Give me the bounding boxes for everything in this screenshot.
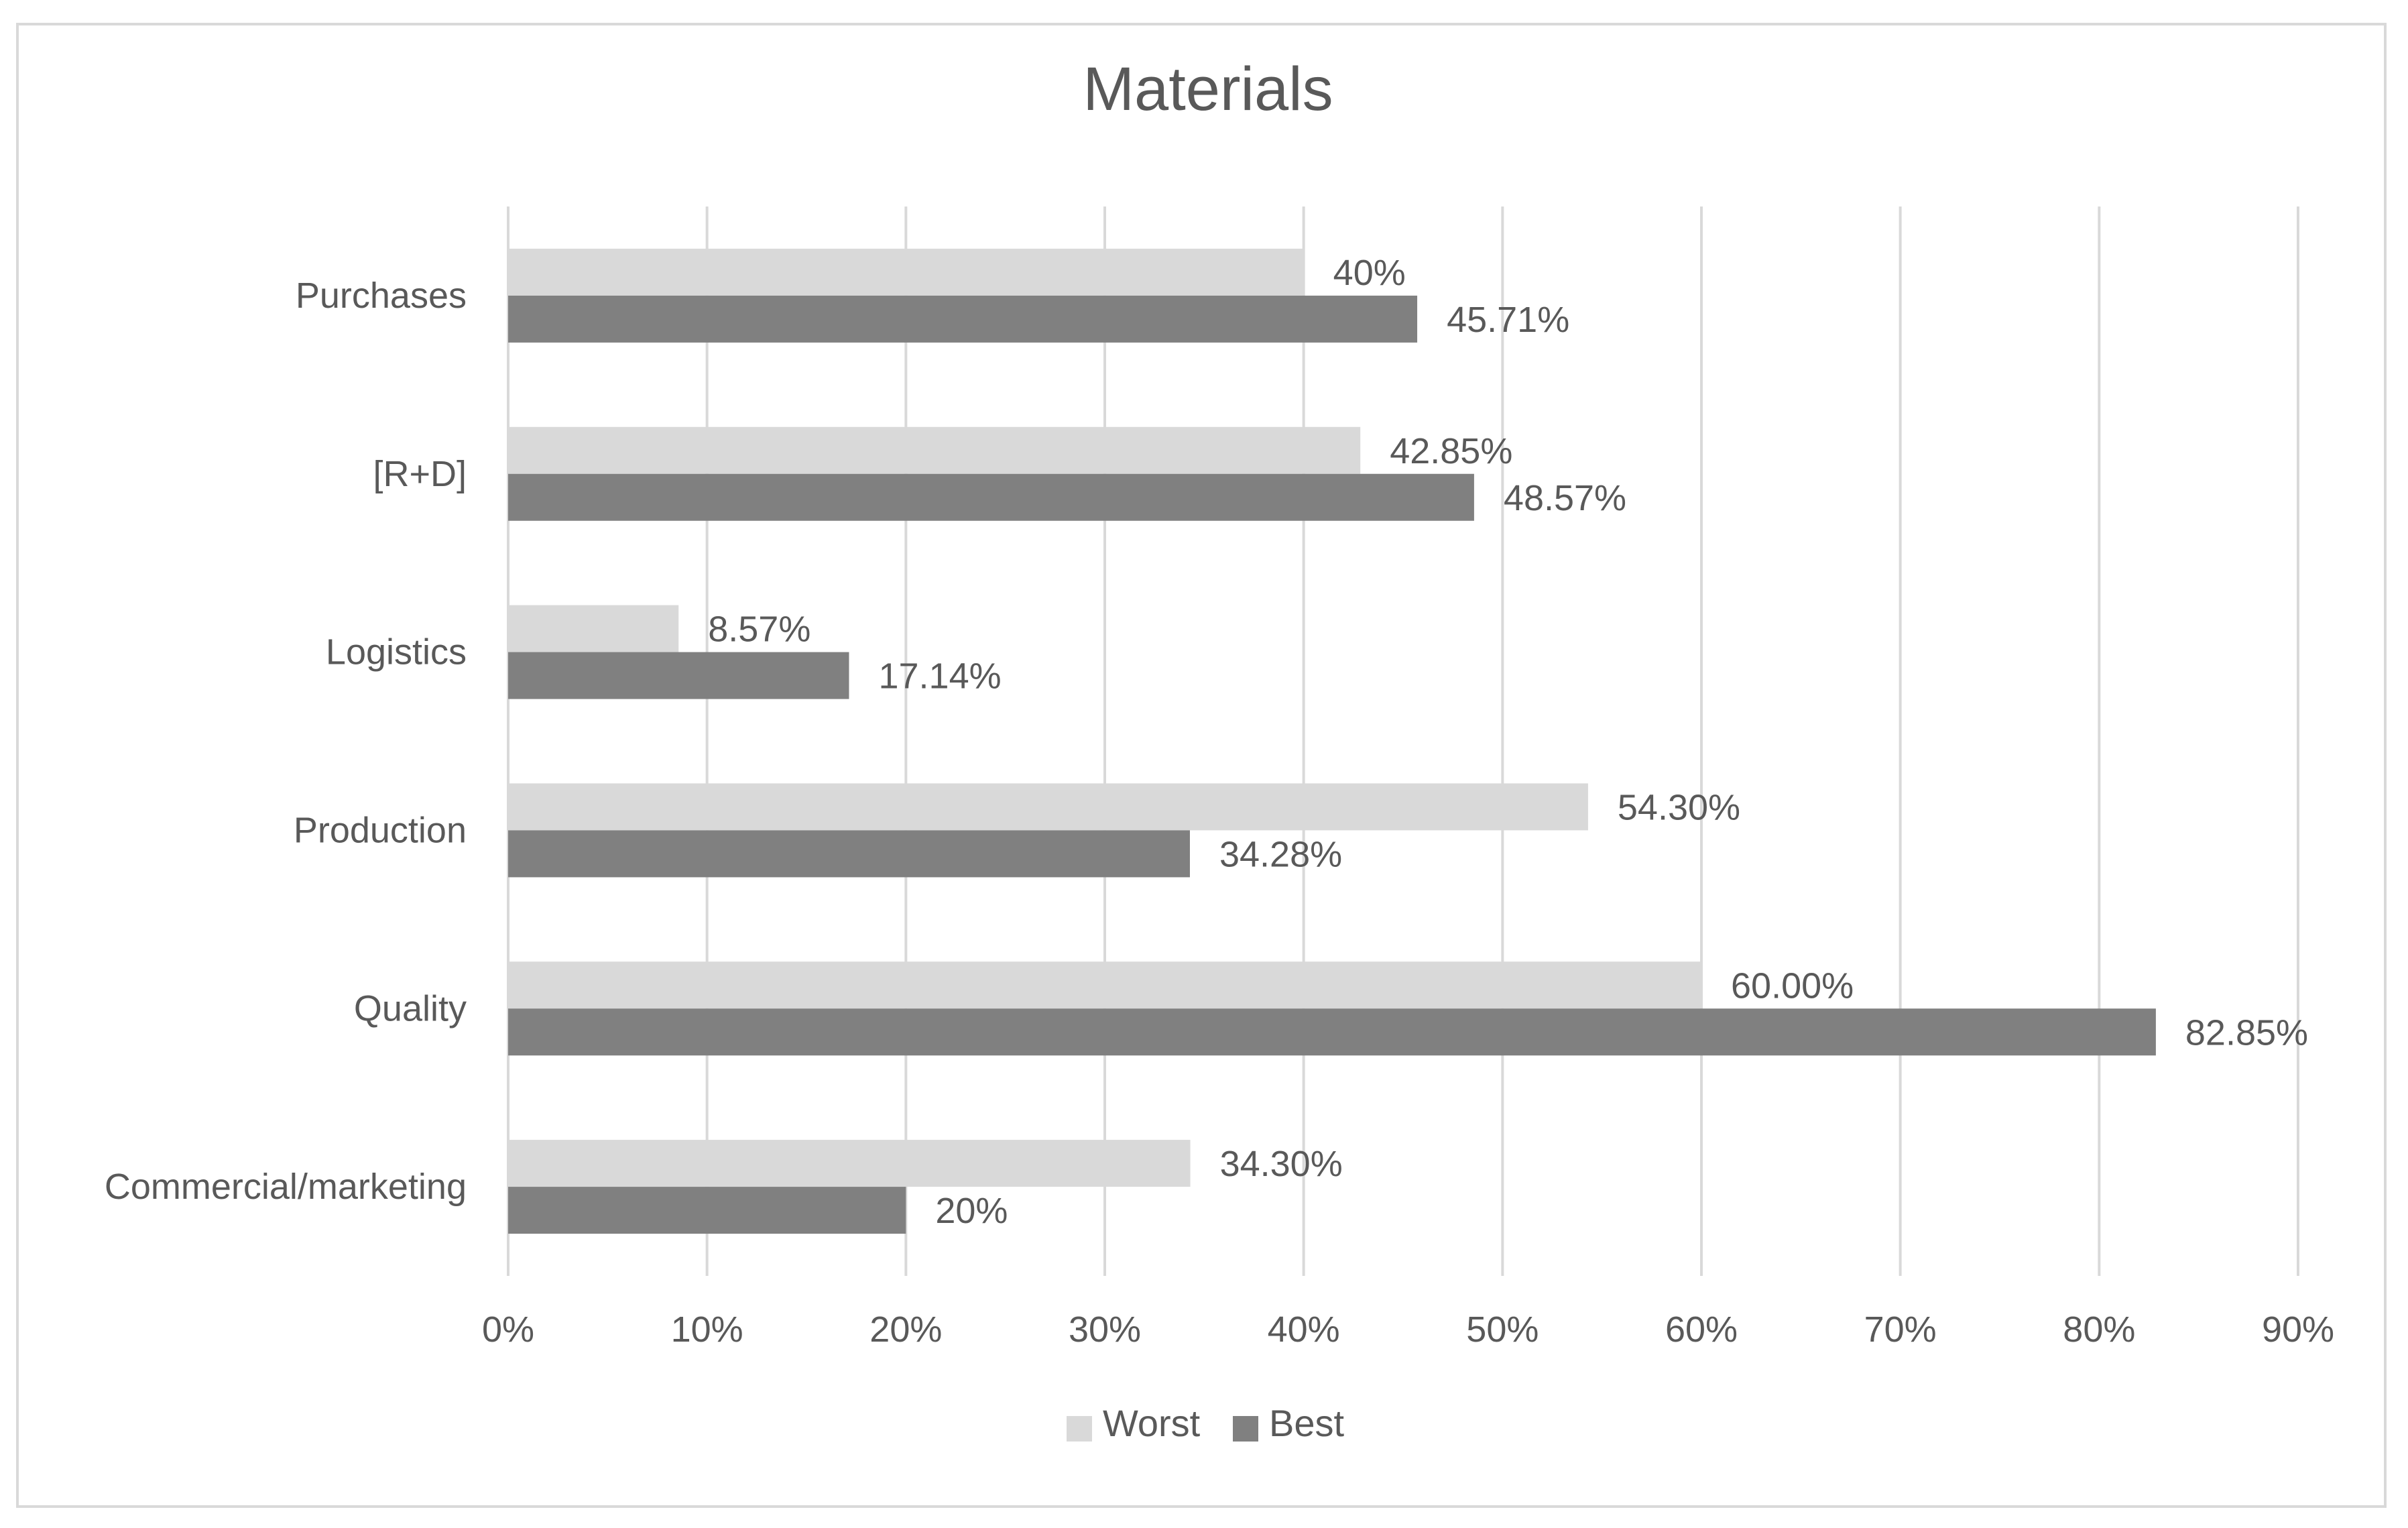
category-label-commercial-marketing: Commercial/marketing: [105, 1167, 467, 1207]
gridlines: [507, 207, 2299, 1276]
data-label-worst-logistics: 8.57%: [708, 609, 810, 650]
data-label-best-logistics: 17.14%: [878, 656, 1001, 697]
chart-frame: Materials Purchases [R+D] Logistics Product…: [16, 23, 2387, 1508]
x-tick-label-60: 60%: [1665, 1309, 1738, 1350]
bar-best-purchases: [508, 295, 1418, 343]
legend-label-best: Best: [1269, 1402, 1344, 1444]
bar-best-r-d: [508, 473, 1474, 521]
bar-best-logistics: [508, 652, 849, 699]
data-label-worst-quality: 60.00%: [1731, 965, 1854, 1006]
legend-swatch-best: [1233, 1416, 1258, 1442]
data-label-best-commercial-marketing: 20%: [935, 1191, 1008, 1231]
legend-swatch-worst: [1067, 1416, 1092, 1442]
bar-worst-production: [508, 783, 1588, 831]
x-tick-label-0: 0%: [482, 1309, 534, 1350]
x-tick-label-30: 30%: [1069, 1309, 1141, 1350]
data-label-worst-production: 54.30%: [1618, 787, 1740, 827]
bar-worst-r-d: [508, 426, 1361, 474]
data-label-best-purchases: 45.71%: [1447, 300, 1569, 340]
x-axis-tick-labels: 0% 10% 20% 30% 40% 50% 60% 70% 80% 90%: [482, 1309, 2334, 1350]
bar-worst-purchases: [508, 248, 1304, 296]
bar-best-commercial-marketing: [508, 1187, 906, 1234]
category-labels: Purchases [R+D] Logistics Production Quality…: [105, 276, 467, 1207]
x-tick-label-80: 80%: [2063, 1309, 2135, 1350]
category-label-purchases: Purchases: [296, 276, 467, 316]
legend: Worst Best: [1067, 1402, 1344, 1444]
x-tick-label-20: 20%: [869, 1309, 942, 1350]
legend-label-worst: Worst: [1103, 1402, 1201, 1444]
category-label-production: Production: [294, 810, 467, 850]
bar-best-quality: [508, 1008, 2156, 1056]
x-tick-label-50: 50%: [1466, 1309, 1539, 1350]
chart-svg: Materials Purchases [R+D] Logistics Product…: [105, 55, 2334, 1444]
x-tick-label-40: 40%: [1268, 1309, 1340, 1350]
category-label-quality: Quality: [354, 988, 467, 1029]
data-label-worst-purchases: 40%: [1333, 253, 1406, 293]
data-labels: 40% 45.71% 42.85% 48.57% 8.57% 17.14% 54.30% 34…: [708, 253, 2308, 1231]
bar-worst-quality: [508, 961, 1701, 1009]
bar-worst-commercial-marketing: [508, 1140, 1191, 1187]
category-label-r-d: [R+D]: [373, 454, 467, 494]
data-label-best-r-d: 48.57%: [1504, 478, 1626, 518]
data-label-worst-r-d: 42.85%: [1390, 431, 1512, 471]
chart-title: Materials: [1083, 55, 1333, 123]
x-tick-label-10: 10%: [671, 1309, 743, 1350]
data-label-worst-commercial-marketing: 34.30%: [1220, 1144, 1343, 1184]
x-tick-label-90: 90%: [2262, 1309, 2334, 1350]
data-label-best-quality: 82.85%: [2185, 1012, 2308, 1053]
bar-worst-logistics: [508, 605, 679, 652]
category-label-logistics: Logistics: [326, 632, 467, 672]
bars: [508, 248, 2156, 1234]
bar-best-production: [508, 830, 1190, 878]
data-label-best-production: 34.28%: [1219, 834, 1342, 874]
x-tick-label-70: 70%: [1864, 1309, 1937, 1350]
